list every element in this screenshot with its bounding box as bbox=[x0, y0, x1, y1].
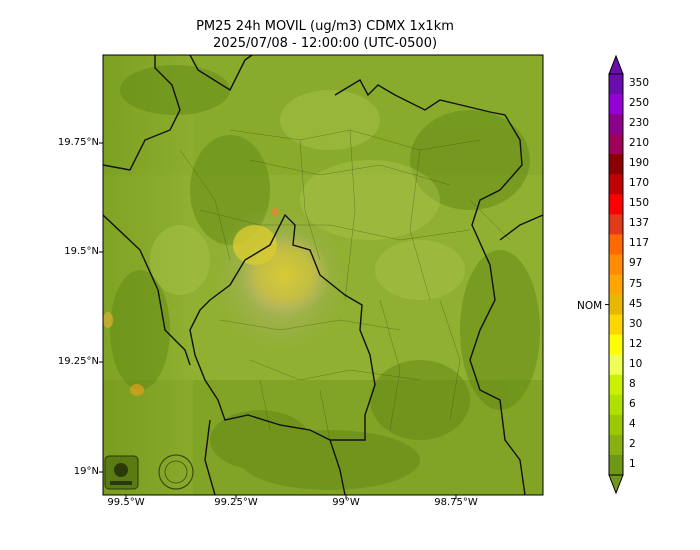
colorbar-segment bbox=[609, 294, 623, 316]
colorbar-tick-label: 12 bbox=[629, 337, 643, 350]
colorbar-segment bbox=[609, 274, 623, 296]
sedema-logo bbox=[104, 455, 139, 490]
colorbar-segment bbox=[609, 254, 623, 275]
colorbar-tick-label: 190 bbox=[629, 157, 650, 170]
colorbar-tick-label: 6 bbox=[629, 397, 636, 410]
lon-tick-label: 99.25°W bbox=[214, 497, 258, 508]
colorbar-tick-label: 117 bbox=[629, 237, 650, 250]
colorbar-segment bbox=[609, 374, 623, 396]
colorbar-tick-label: 30 bbox=[629, 317, 643, 330]
lon-tick-label: 99.5°W bbox=[107, 497, 145, 508]
colorbar-segment bbox=[609, 394, 623, 416]
lat-tick-label: 19.5°N bbox=[64, 246, 99, 257]
colorbar-tick-label: 210 bbox=[629, 137, 650, 150]
colorbar bbox=[605, 54, 624, 495]
colorbar-tick-label: 150 bbox=[629, 197, 650, 210]
colorbar-segment bbox=[609, 354, 623, 376]
colorbar-segment bbox=[609, 94, 623, 115]
colorbar-segment bbox=[609, 154, 623, 175]
colorbar-tick-label: 4 bbox=[629, 417, 636, 430]
colorbar-tick-label: 97 bbox=[629, 257, 643, 270]
colorbar-segment bbox=[609, 114, 623, 135]
colorbar-segment bbox=[609, 194, 623, 215]
colorbar-tick-label: 45 bbox=[629, 297, 643, 310]
colorbar-min-arrow bbox=[608, 474, 624, 495]
lat-tick-label: 19.25°N bbox=[57, 356, 99, 367]
colorbar-tick-label: 137 bbox=[629, 217, 650, 230]
colorbar-tick-label: 250 bbox=[629, 97, 650, 110]
lat-tick-label: 19°N bbox=[73, 466, 99, 477]
colorbar-tick-label: 8 bbox=[629, 377, 636, 390]
colorbar-tick-label: 2 bbox=[629, 437, 636, 450]
lon-tick-label: 99°W bbox=[332, 497, 360, 508]
map-title-line2: 2025/07/08 - 12:00:00 (UTC-0500) bbox=[212, 36, 438, 51]
government-seal-logo bbox=[158, 454, 194, 490]
colorbar-tick-label: 230 bbox=[629, 117, 650, 130]
colorbar-segment bbox=[609, 414, 623, 436]
lon-tick-label: 98.75°W bbox=[434, 497, 478, 508]
map-title-line1: PM25 24h MOVIL (ug/m3) CDMX 1x1km bbox=[196, 19, 454, 34]
colorbar-segment bbox=[609, 214, 623, 235]
colorbar-tick-label: 170 bbox=[629, 177, 650, 190]
cdmx-boundary bbox=[189, 213, 376, 441]
colorbar-segment bbox=[609, 454, 623, 476]
colorbar-segment bbox=[609, 74, 623, 95]
colorbar-segment bbox=[609, 434, 623, 456]
colorbar-tick-label: 10 bbox=[629, 357, 643, 370]
colorbar-segment bbox=[609, 234, 623, 255]
colorbar-tick-label: 1 bbox=[629, 457, 636, 470]
colorbar-max-arrow bbox=[608, 54, 624, 75]
nom-label: NOM bbox=[577, 300, 603, 312]
lat-tick-label: 19.75°N bbox=[57, 137, 99, 148]
colorbar-tick-label: 350 bbox=[629, 77, 650, 90]
colorbar-segment bbox=[609, 314, 623, 336]
colorbar-segment bbox=[609, 134, 623, 155]
colorbar-frame bbox=[608, 73, 624, 476]
colorbar-tick-label: 75 bbox=[629, 277, 643, 290]
colorbar-segment bbox=[609, 174, 623, 195]
colorbar-segment bbox=[609, 334, 623, 356]
